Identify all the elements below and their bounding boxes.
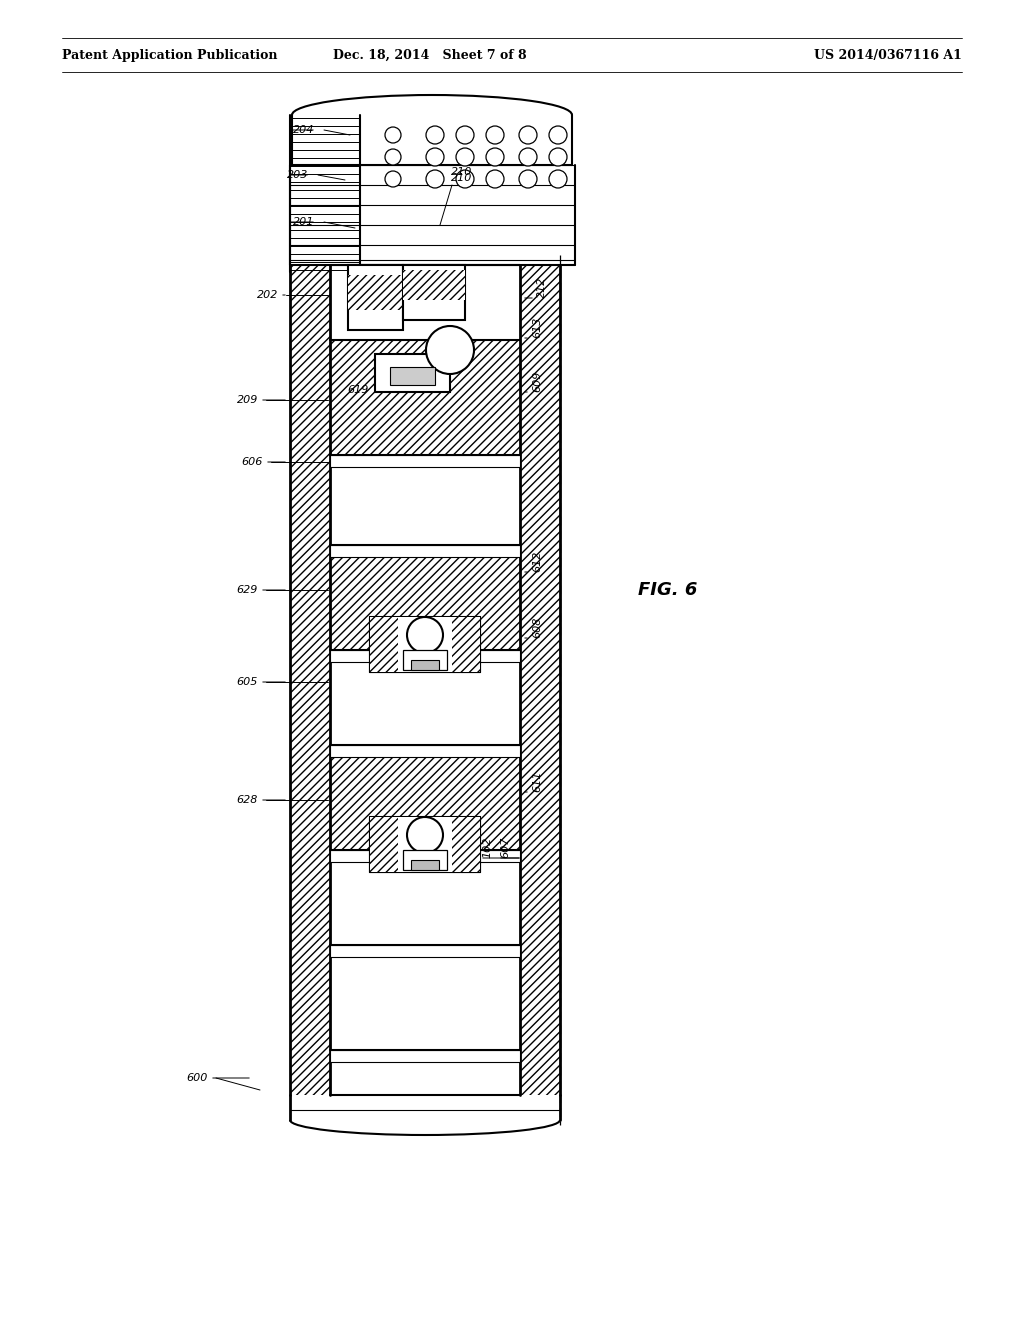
- Circle shape: [519, 148, 537, 166]
- Bar: [403, 271, 465, 300]
- Bar: [330, 649, 520, 663]
- Text: 209: 209: [237, 395, 258, 405]
- Text: 600: 600: [186, 1073, 208, 1082]
- Bar: [348, 275, 403, 310]
- Text: Dec. 18, 2014   Sheet 7 of 8: Dec. 18, 2014 Sheet 7 of 8: [333, 49, 526, 62]
- Circle shape: [519, 125, 537, 144]
- Bar: [375, 354, 450, 392]
- Bar: [290, 265, 330, 1096]
- Bar: [330, 1049, 520, 1063]
- Circle shape: [456, 148, 474, 166]
- Text: 210: 210: [452, 168, 473, 177]
- Text: 202: 202: [257, 290, 278, 300]
- Text: Patent Application Publication: Patent Application Publication: [62, 49, 278, 62]
- Text: 102: 102: [482, 837, 492, 858]
- Bar: [452, 817, 480, 873]
- Bar: [411, 660, 439, 671]
- Circle shape: [456, 125, 474, 144]
- Text: 201: 201: [293, 216, 314, 227]
- Circle shape: [486, 148, 504, 166]
- Bar: [330, 850, 520, 862]
- Circle shape: [456, 170, 474, 187]
- Text: 620: 620: [397, 312, 419, 321]
- Circle shape: [549, 148, 567, 166]
- Bar: [330, 744, 520, 850]
- Text: 613: 613: [532, 317, 542, 338]
- Text: 204: 204: [293, 125, 314, 135]
- Bar: [520, 265, 560, 1096]
- Text: 203: 203: [287, 170, 308, 180]
- Bar: [403, 649, 447, 671]
- Circle shape: [407, 616, 443, 653]
- Text: 612: 612: [532, 550, 542, 572]
- Bar: [330, 945, 520, 957]
- Circle shape: [519, 170, 537, 187]
- Bar: [330, 744, 520, 756]
- Text: 619: 619: [347, 385, 369, 395]
- Circle shape: [426, 125, 444, 144]
- Bar: [403, 265, 465, 319]
- Text: FIG. 6: FIG. 6: [638, 581, 697, 599]
- Circle shape: [385, 149, 401, 165]
- Circle shape: [426, 326, 474, 374]
- Circle shape: [426, 170, 444, 187]
- Bar: [403, 850, 447, 870]
- Circle shape: [486, 170, 504, 187]
- Bar: [370, 616, 480, 672]
- Text: US 2014/0367116 A1: US 2014/0367116 A1: [814, 49, 962, 62]
- Bar: [370, 616, 398, 672]
- Text: 606: 606: [242, 457, 263, 467]
- Circle shape: [486, 125, 504, 144]
- Bar: [370, 817, 480, 873]
- Circle shape: [385, 172, 401, 187]
- Text: 609: 609: [532, 371, 542, 392]
- Circle shape: [549, 125, 567, 144]
- Bar: [398, 616, 452, 672]
- Bar: [330, 545, 520, 557]
- Bar: [330, 341, 520, 455]
- Circle shape: [385, 127, 401, 143]
- Text: 611: 611: [532, 771, 542, 792]
- Text: 618: 618: [347, 323, 369, 333]
- Text: 212: 212: [537, 277, 547, 298]
- Bar: [411, 861, 439, 870]
- Text: 607: 607: [500, 837, 510, 858]
- Text: 629: 629: [237, 585, 258, 595]
- Bar: [452, 616, 480, 672]
- Bar: [398, 817, 452, 873]
- Text: 608: 608: [532, 616, 542, 638]
- Bar: [330, 455, 520, 467]
- Text: 605: 605: [237, 677, 258, 686]
- Circle shape: [407, 817, 443, 853]
- Bar: [348, 265, 403, 330]
- Circle shape: [549, 170, 567, 187]
- Circle shape: [426, 148, 444, 166]
- Text: 628: 628: [237, 795, 258, 805]
- Bar: [370, 817, 398, 873]
- Bar: [330, 545, 520, 649]
- Bar: [390, 367, 435, 385]
- Text: 210: 210: [452, 173, 473, 183]
